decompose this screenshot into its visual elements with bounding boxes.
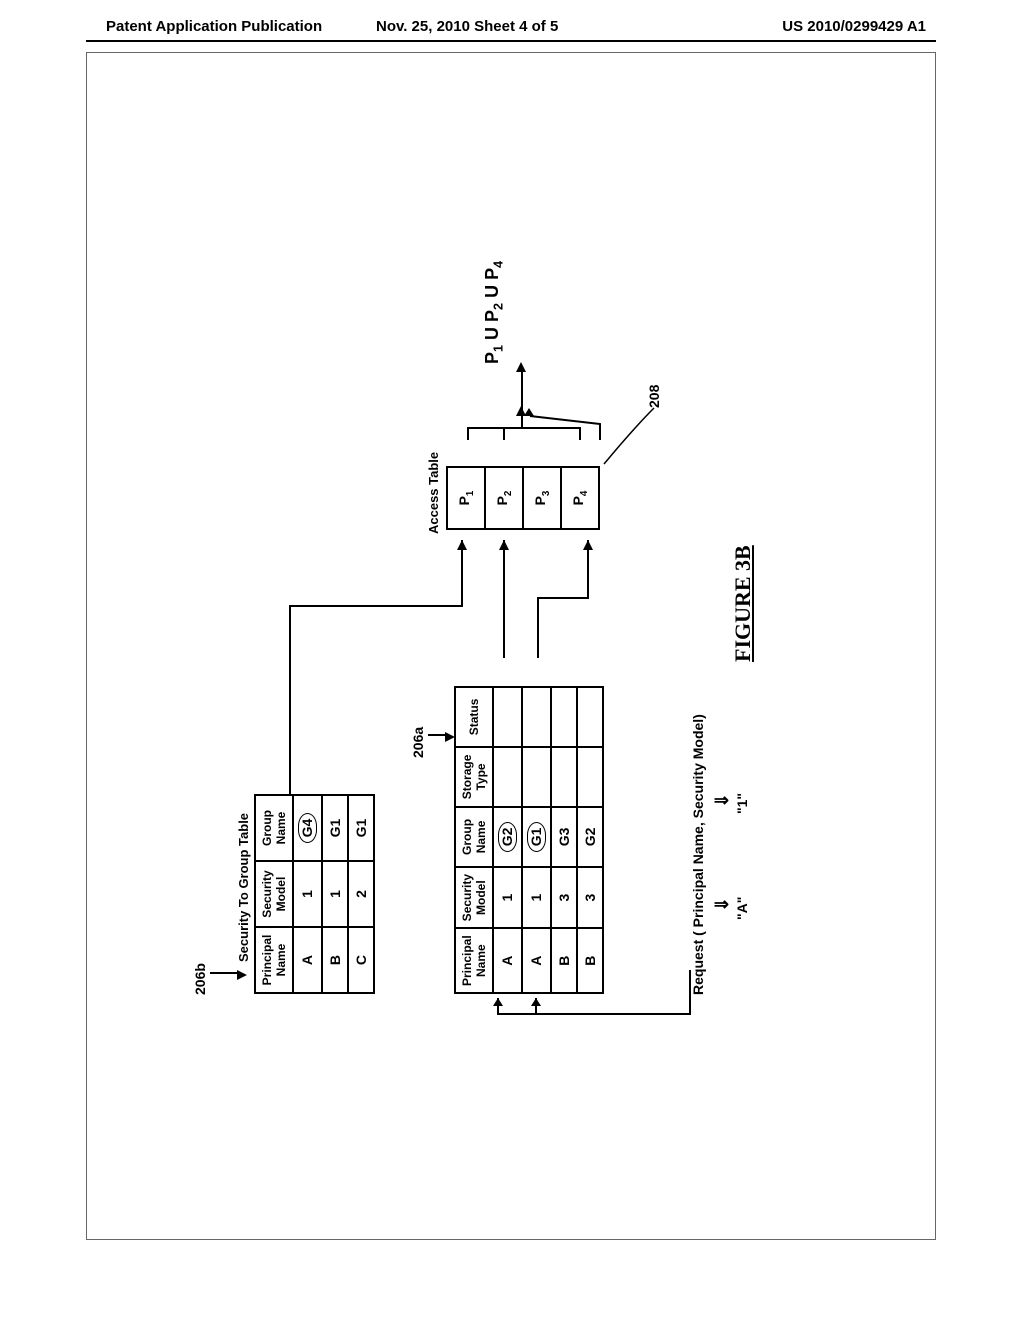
table-cell: 2 — [348, 861, 374, 927]
table-cell: G3 — [551, 807, 577, 867]
request-line: Request ( Principal Name, Security Model… — [690, 714, 706, 995]
table-206b: Principal NameSecurity ModelGroup Name A… — [254, 794, 375, 994]
request-arg2: "1" — [734, 793, 750, 814]
table-cell — [493, 747, 522, 807]
circled-group: G4 — [298, 813, 317, 844]
arrow-union-bot — [524, 408, 534, 416]
conn-g2-p2 — [498, 518, 518, 658]
col-header: Group Name — [255, 795, 293, 861]
table-cell — [522, 687, 551, 747]
header-right: US 2010/0299429 A1 — [782, 18, 926, 35]
table-cell — [551, 687, 577, 747]
conn-g1-p4 — [532, 518, 602, 658]
header-mid: Nov. 25, 2010 Sheet 4 of 5 — [376, 18, 558, 35]
table-row: B3G3 — [551, 687, 577, 993]
table-cell: 3 — [577, 867, 603, 928]
table-cell: G1 — [322, 795, 348, 861]
union-bracket — [452, 414, 606, 442]
table-row: A1 G4 — [293, 795, 322, 993]
table-206a: Principal NameSecurity ModelGroup NameSt… — [454, 686, 604, 994]
table-cell — [493, 687, 522, 747]
figure-label: FIGURE 3B — [730, 545, 756, 662]
table-cell: 3 — [551, 867, 577, 928]
circled-group: G2 — [498, 822, 517, 853]
col-header: Security Model — [455, 867, 493, 928]
conn-g4-p1 — [276, 516, 476, 796]
col-header: Principal Name — [255, 927, 293, 993]
ref-206b: 206b — [192, 963, 208, 995]
col-header: Principal Name — [455, 928, 493, 993]
table-cell: 1 — [293, 861, 322, 927]
table-cell — [577, 687, 603, 747]
table-cell: 1 — [493, 867, 522, 928]
col-header: Group Name — [455, 807, 493, 867]
table-cell — [522, 747, 551, 807]
table-cell — [551, 747, 577, 807]
table-cell: 1 — [322, 861, 348, 927]
union-out-line — [521, 368, 523, 412]
table-cell: G1 — [348, 795, 374, 861]
table-cell: G1 — [522, 807, 551, 867]
request-arg1-arrow: ⇓ — [712, 895, 733, 914]
table-cell: 1 — [522, 867, 551, 928]
request-to-table-arrows — [492, 960, 692, 1020]
union-expression: P1 U P2 U P4 — [482, 261, 506, 364]
table-cell: G2 — [493, 807, 522, 867]
sec-group-title: Security To Group Table — [236, 813, 251, 962]
circled-group: G1 — [527, 822, 546, 853]
header-rule — [86, 40, 936, 42]
table-row: B1G1 — [322, 795, 348, 993]
diagram: 206b Security To Group Table Principal N… — [182, 150, 842, 1130]
table-row: C2G1 — [348, 795, 374, 993]
leader-208 — [600, 400, 662, 468]
table-row: B3G2 — [577, 687, 603, 993]
table-row: A1G1 — [522, 687, 551, 993]
request-arg1: "A" — [734, 897, 750, 920]
col-header: Security Model — [255, 861, 293, 927]
request-arg2-arrow: ⇓ — [712, 791, 733, 810]
table-cell: C — [348, 927, 374, 993]
table-row: A1G2 — [493, 687, 522, 993]
table-cell: G2 — [577, 807, 603, 867]
arrow-union-final — [516, 362, 526, 372]
header-left: Patent Application Publication — [106, 18, 322, 35]
table-cell: A — [293, 927, 322, 993]
table-cell: B — [322, 927, 348, 993]
arrow-206b — [237, 970, 247, 980]
table-cell: G4 — [293, 795, 322, 861]
leader-206b — [210, 973, 238, 975]
table-cell — [577, 747, 603, 807]
